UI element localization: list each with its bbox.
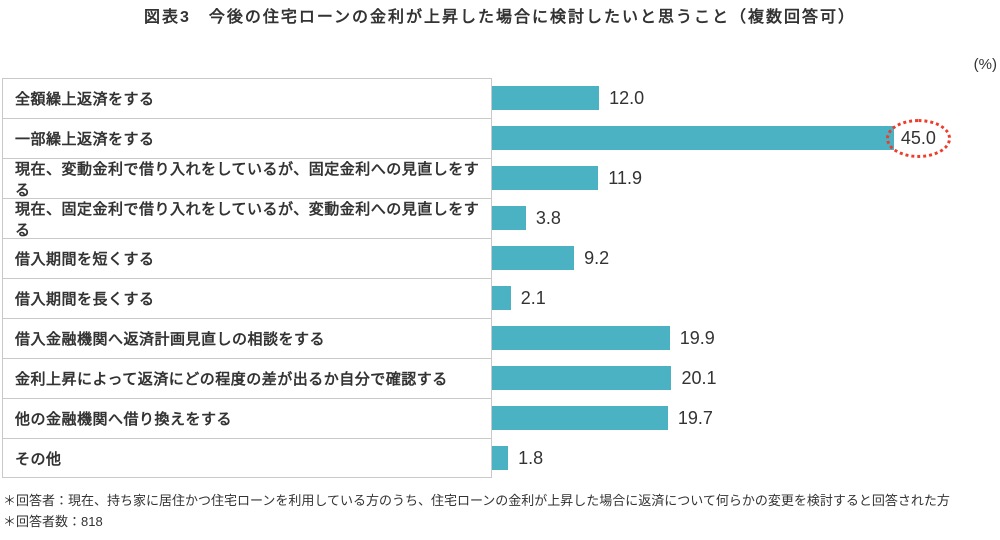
chart-row: 借入期間を短くする 9.2 [2, 238, 1000, 278]
value-label: 11.9 [608, 167, 642, 188]
chart-row: 現在、変動金利で借り入れをしているが、固定金利への見直しをする 11.9 [2, 158, 1000, 199]
category-label: 金利上昇によって返済にどの程度の差が出るか自分で確認する [2, 358, 492, 398]
category-label: 一部繰上返済をする [2, 118, 492, 158]
value-label: 1.8 [518, 447, 544, 468]
value-label: 12.0 [609, 87, 645, 108]
bar-chart: 全額繰上返済をする 12.0 一部繰上返済をする 45.0 現在、変動金利で借り入れをし… [2, 78, 1000, 478]
category-label: 借入期間を長くする [2, 278, 492, 318]
bar-area: 19.9 [492, 318, 1000, 358]
bar-area: 20.1 [492, 358, 1000, 398]
value-label: 45.0 [900, 127, 936, 148]
footnotes: ＊回答者：現在、持ち家に居住かつ住宅ローンを利用している方のうち、住宅ローンの金… [3, 490, 997, 532]
chart-row: 借入金融機関へ返済計画見直しの相談をする 19.9 [2, 318, 1000, 358]
chart-row: 現在、固定金利で借り入れをしているが、変動金利への見直しをする 3.8 [2, 198, 1000, 239]
value-label: 19.9 [679, 327, 715, 348]
chart-row: 借入期間を長くする 2.1 [2, 278, 1000, 318]
footnote-line: ＊回答者：現在、持ち家に居住かつ住宅ローンを利用している方のうち、住宅ローンの金… [3, 493, 950, 508]
category-label: 借入金融機関へ返済計画見直しの相談をする [2, 318, 492, 358]
category-label: 他の金融機関へ借り換えをする [2, 398, 492, 438]
highlight-ellipse: 45.0 [885, 118, 951, 158]
bar-area: 3.8 [492, 198, 1000, 238]
value-label: 3.8 [535, 207, 561, 228]
value-label: 9.2 [584, 247, 610, 268]
bar [492, 206, 526, 230]
category-label: 現在、変動金利で借り入れをしているが、固定金利への見直しをする [2, 158, 492, 199]
bar-area: 12.0 [492, 78, 1000, 118]
bar [492, 126, 894, 150]
chart-row: 全額繰上返済をする 12.0 [2, 78, 1000, 118]
value-label: 2.1 [520, 287, 546, 308]
bar-area: 9.2 [492, 238, 1000, 278]
bar [492, 286, 511, 310]
bar [492, 406, 668, 430]
bar [492, 366, 672, 390]
bar [492, 86, 600, 110]
chart-title: 図表3 今後の住宅ローンの金利が上昇した場合に検討したいと思うこと（複数回答可） [143, 9, 857, 26]
bar-area: 19.7 [492, 398, 1000, 438]
bar [492, 446, 509, 470]
percent-unit-label: (%) [973, 56, 997, 73]
bar-area: 1.8 [492, 438, 1000, 478]
value-label: 19.7 [677, 407, 713, 428]
category-label: 借入期間を短くする [2, 238, 492, 278]
bar [492, 166, 599, 190]
category-label: その他 [2, 438, 492, 478]
bar-area: 11.9 [492, 158, 1000, 198]
category-label: 現在、固定金利で借り入れをしているが、変動金利への見直しをする [2, 198, 492, 239]
chart-row: 金利上昇によって返済にどの程度の差が出るか自分で確認する 20.1 [2, 358, 1000, 398]
category-label: 全額繰上返済をする [2, 78, 492, 118]
bar-area: 45.0 [492, 118, 1000, 158]
bar [492, 326, 670, 350]
chart-row: 他の金融機関へ借り換えをする 19.7 [2, 398, 1000, 438]
bar-area: 2.1 [492, 278, 1000, 318]
chart-row: その他 1.8 [2, 438, 1000, 478]
chart-row: 一部繰上返済をする 45.0 [2, 118, 1000, 158]
value-label: 20.1 [681, 367, 717, 388]
bar [492, 246, 575, 270]
footnote-line: ＊回答者数：818 [3, 514, 103, 529]
